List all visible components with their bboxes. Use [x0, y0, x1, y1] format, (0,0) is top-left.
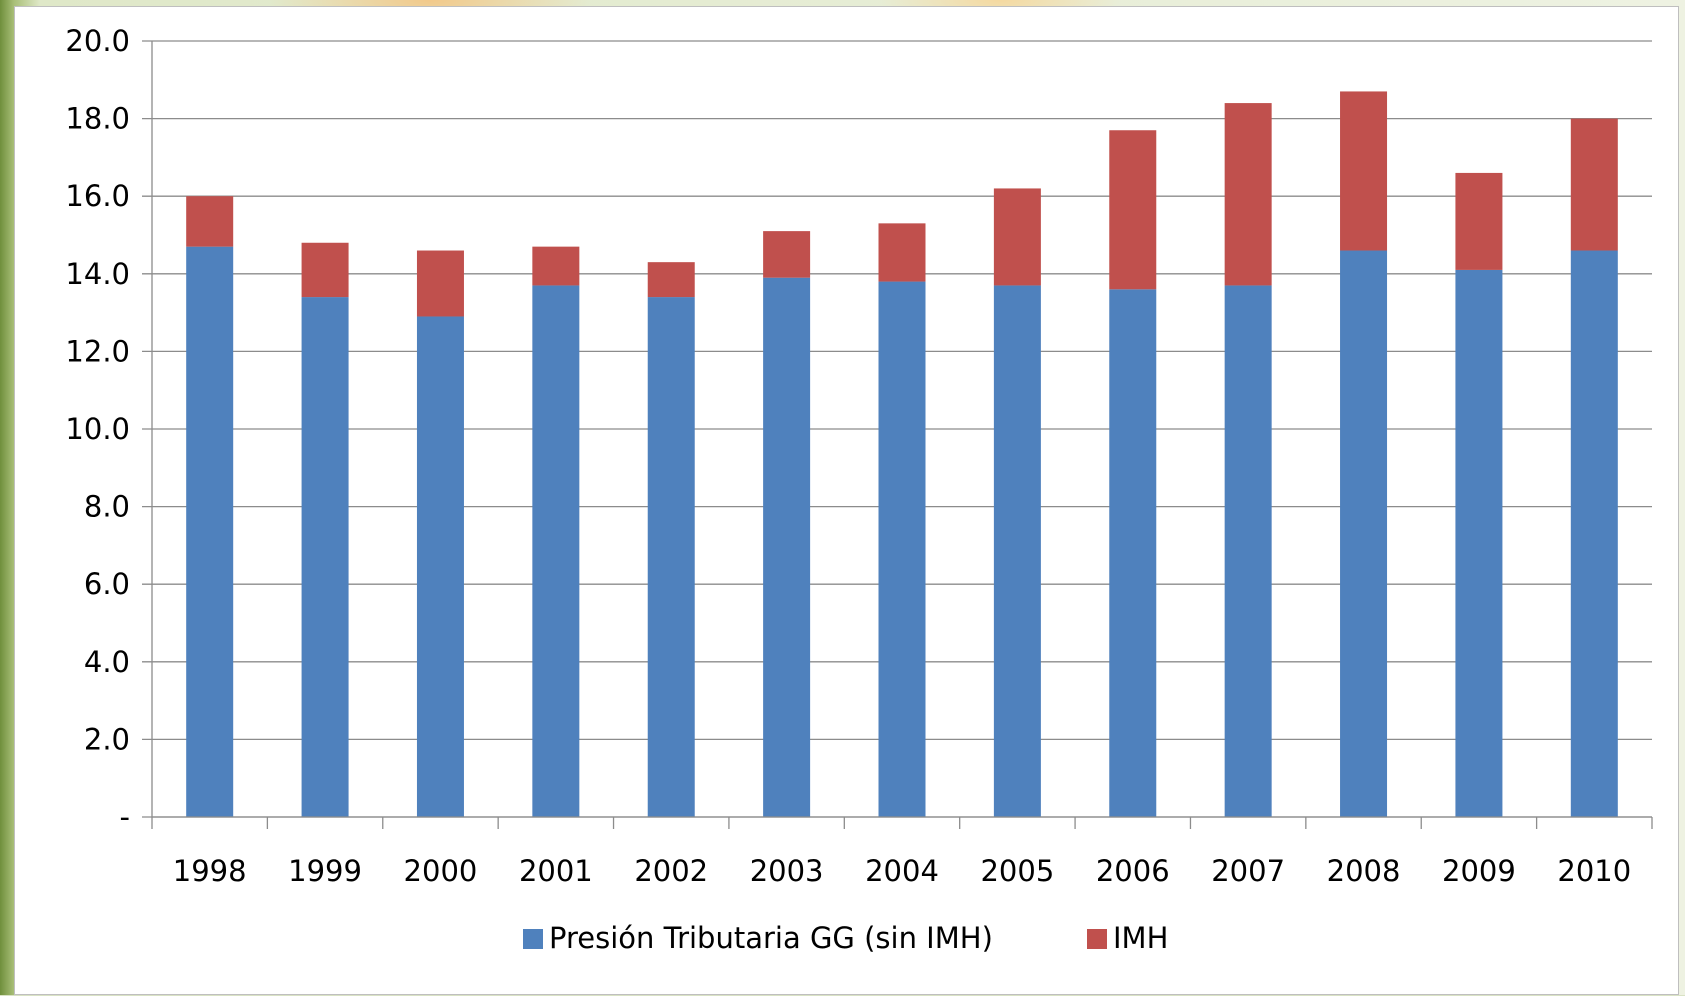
bar-segment-presion [1224, 285, 1272, 817]
x-tick-label: 1998 [173, 854, 247, 888]
y-tick-label: 20.0 [65, 24, 130, 58]
bar-segment-imh [993, 188, 1041, 286]
legend-swatch [1087, 929, 1107, 949]
y-tick-label: 10.0 [65, 412, 130, 446]
legend-label: Presión Tributaria GG (sin IMH) [549, 921, 993, 955]
bar-segment-presion [186, 246, 234, 817]
bar-segment-imh [1340, 91, 1388, 251]
bar-segment-imh [186, 196, 234, 247]
x-tick-label: 2002 [634, 854, 708, 888]
y-tick-label: 4.0 [84, 645, 130, 679]
bar-segment-presion [1340, 250, 1388, 817]
chart-panel: - 2.0 4.0 6.0 8.0 10.0 12.0 14.0 16.0 18.0 20.0 19… [14, 6, 1679, 995]
bar-segment-imh [532, 246, 580, 286]
y-tick-label: 18.0 [65, 102, 130, 136]
x-tick-label: 2003 [750, 854, 824, 888]
bar-segment-presion [532, 285, 580, 817]
y-tick-label: 8.0 [84, 490, 130, 524]
bar-segment-imh [1455, 172, 1503, 270]
bar-segment-presion [763, 277, 811, 817]
x-tick-label: 2007 [1211, 854, 1285, 888]
bar-segment-imh [301, 242, 349, 298]
bar-segment-imh [763, 231, 811, 278]
legend-label: IMH [1113, 921, 1168, 955]
bar-segment-presion [1455, 269, 1503, 817]
bar-segment-presion [993, 285, 1041, 817]
x-tick-label: 2006 [1096, 854, 1170, 888]
stacked-bar-chart: - 2.0 4.0 6.0 8.0 10.0 12.0 14.0 16.0 18.0 20.0 19… [65, 24, 1653, 955]
bars [186, 91, 1618, 818]
bar-segment-presion [301, 297, 349, 818]
bar-segment-presion [416, 316, 464, 817]
bar-segment-imh [1109, 130, 1157, 290]
y-tick-label: 14.0 [65, 257, 130, 291]
x-tick-label: 2005 [980, 854, 1054, 888]
x-axis-tick-labels: 1998 1999 2000 2001 2002 2003 2004 2005 2006 2007… [173, 854, 1631, 888]
bar-segment-imh [1570, 118, 1618, 251]
x-tick-label: 2001 [519, 854, 593, 888]
bar-segment-imh [1224, 103, 1272, 286]
x-tick-label: 2010 [1557, 854, 1631, 888]
y-axis-tick-labels: - 2.0 4.0 6.0 8.0 10.0 12.0 14.0 16.0 18.0 20.0 [65, 24, 130, 834]
bar-segment-imh [878, 223, 926, 282]
legend-swatch [523, 929, 543, 949]
bar-segment-imh [647, 262, 695, 298]
y-tick-label: - [120, 800, 130, 834]
bar-segment-imh [416, 250, 464, 317]
bar-segment-presion [1570, 250, 1618, 817]
y-tick-label: 6.0 [84, 567, 130, 601]
y-tick-label: 2.0 [84, 722, 130, 756]
x-tick-label: 2004 [865, 854, 939, 888]
y-tick-label: 16.0 [65, 179, 130, 213]
y-tick-label: 12.0 [65, 334, 130, 368]
legend: Presión Tributaria GG (sin IMH) IMH [523, 921, 1168, 955]
bar-segment-presion [1109, 289, 1157, 817]
bar-segment-presion [878, 281, 926, 817]
x-tick-label: 2008 [1327, 854, 1401, 888]
x-tick-label: 2009 [1442, 854, 1516, 888]
x-tick-label: 2000 [404, 854, 478, 888]
x-tick-label: 1999 [288, 854, 362, 888]
x-axis [151, 41, 1653, 829]
bar-segment-presion [647, 297, 695, 818]
